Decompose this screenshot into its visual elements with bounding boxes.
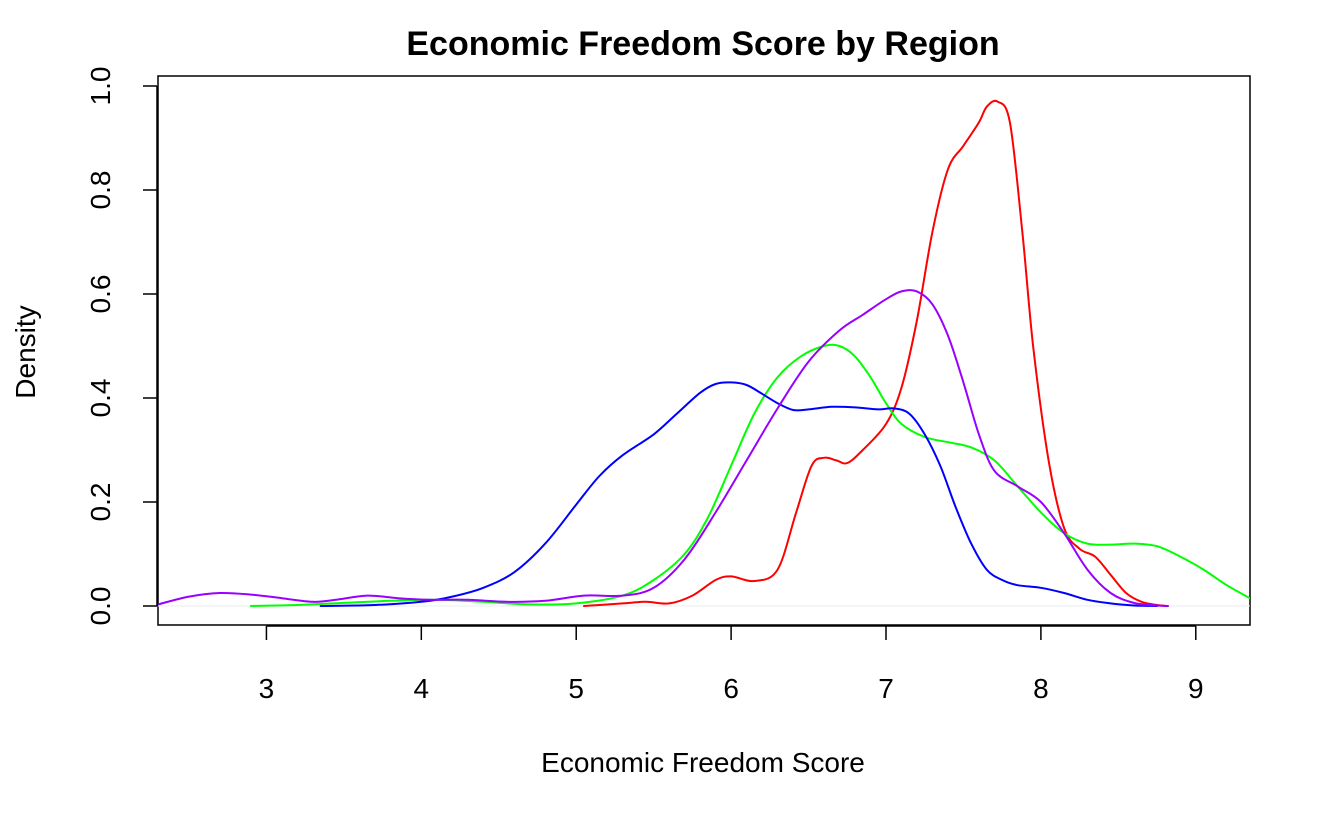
plot-area-frame bbox=[157, 75, 1251, 626]
y-tick-label: 0.6 bbox=[85, 275, 116, 314]
y-axis-label: Density bbox=[10, 305, 41, 398]
x-tick-label: 9 bbox=[1188, 673, 1204, 704]
y-tick-label: 1.0 bbox=[85, 67, 116, 106]
density-line-red bbox=[583, 99, 1169, 607]
x-axis-label: Economic Freedom Score bbox=[541, 747, 865, 778]
chart-title: Economic Freedom Score by Region bbox=[406, 25, 999, 63]
x-tick-label: 4 bbox=[414, 673, 430, 704]
density-line-purple bbox=[158, 289, 1169, 607]
x-tick-label: 6 bbox=[723, 673, 739, 704]
x-tick-label: 8 bbox=[1033, 673, 1049, 704]
density-line-green bbox=[249, 343, 1250, 607]
x-tick-label: 7 bbox=[878, 673, 894, 704]
x-tick-label: 5 bbox=[568, 673, 584, 704]
density-series-group bbox=[158, 99, 1250, 607]
density-line-blue bbox=[319, 381, 1159, 607]
y-tick-label: 0.8 bbox=[85, 171, 116, 210]
y-axis: 0.0 0.2 0.4 0.6 0.8 1.0 bbox=[85, 67, 158, 626]
y-tick-label: 0.2 bbox=[85, 483, 116, 522]
x-axis: 3 4 5 6 7 8 9 bbox=[259, 625, 1204, 704]
x-tick-label: 3 bbox=[259, 673, 275, 704]
y-tick-label: 0.0 bbox=[85, 587, 116, 626]
y-tick-label: 0.4 bbox=[85, 379, 116, 418]
